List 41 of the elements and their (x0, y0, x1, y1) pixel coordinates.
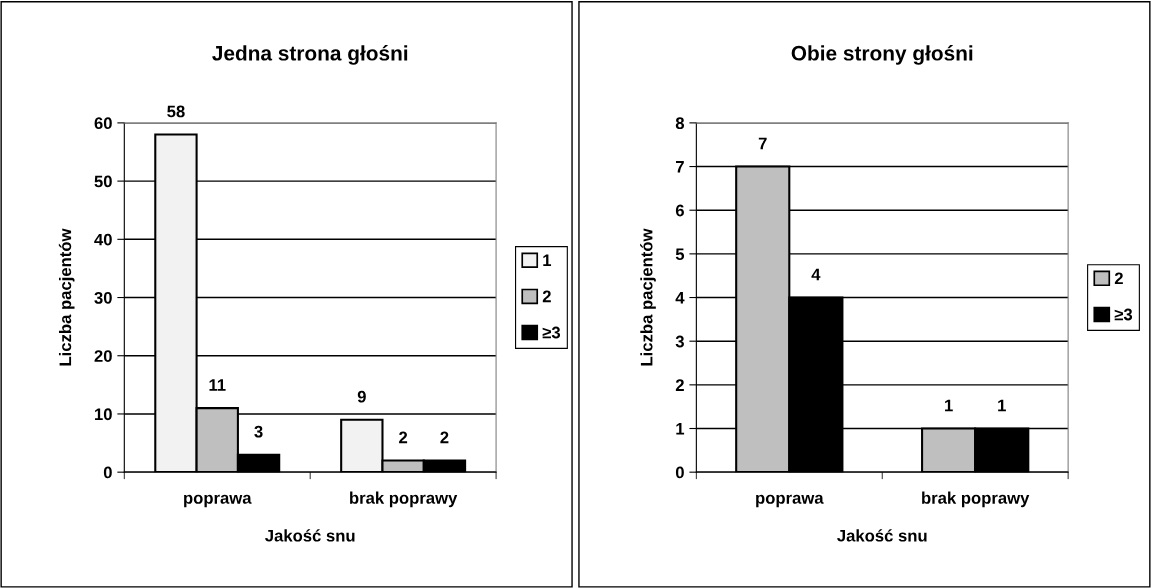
legend-label: 2 (1114, 272, 1123, 285)
y-axis-title: Liczba pacjentów (640, 228, 656, 366)
y-tick-label: 30 (94, 291, 112, 304)
y-tick-label: 3 (675, 335, 684, 348)
legend-label: ≥3 (1114, 308, 1133, 321)
y-tick-label: 7 (676, 161, 684, 173)
y-tick-label: 0 (103, 466, 112, 479)
y-axis-title: Liczba pacjentów (58, 228, 75, 366)
data-label: 1 (998, 399, 1006, 412)
x-tick-label: brak poprawy (350, 491, 458, 508)
data-label: 2 (440, 431, 449, 444)
chart-title: Obie strony głośni (791, 45, 973, 65)
y-tick-label: 4 (675, 292, 685, 304)
y-tick-label: 8 (675, 117, 685, 130)
y-tick-label: 2 (675, 379, 684, 391)
x-axis-title: Jakość snu (837, 529, 927, 542)
y-tick-label: 60 (94, 117, 112, 130)
data-label: 7 (758, 137, 767, 150)
x-axis-title: Jakość snu (265, 529, 355, 542)
chart-title: Jedna strona głośni (212, 45, 408, 65)
x-tick-label: brak poprawy (922, 491, 1030, 508)
x-tick-label: poprawa (184, 494, 252, 508)
y-tick-label: 1 (676, 423, 685, 435)
y-tick-label: 0 (675, 466, 684, 479)
data-label: 58 (167, 105, 185, 118)
data-label: 2 (399, 431, 408, 444)
data-label: 9 (357, 390, 366, 403)
data-label: 11 (209, 379, 226, 391)
y-tick-label: 20 (94, 350, 112, 362)
data-label: 3 (254, 425, 263, 438)
y-tick-label: 5 (675, 248, 685, 261)
data-label: 1 (945, 399, 953, 412)
y-tick-label: 40 (94, 233, 112, 246)
legend-label: ≥3 (542, 326, 561, 339)
y-tick-label: 50 (94, 175, 112, 188)
legend-label: 2 (542, 290, 551, 303)
data-label: 4 (811, 268, 821, 281)
legend-label: 1 (543, 254, 552, 267)
y-tick-label: 6 (675, 204, 684, 217)
x-tick-label: poprawa (756, 494, 824, 508)
y-tick-label: 10 (95, 408, 112, 421)
